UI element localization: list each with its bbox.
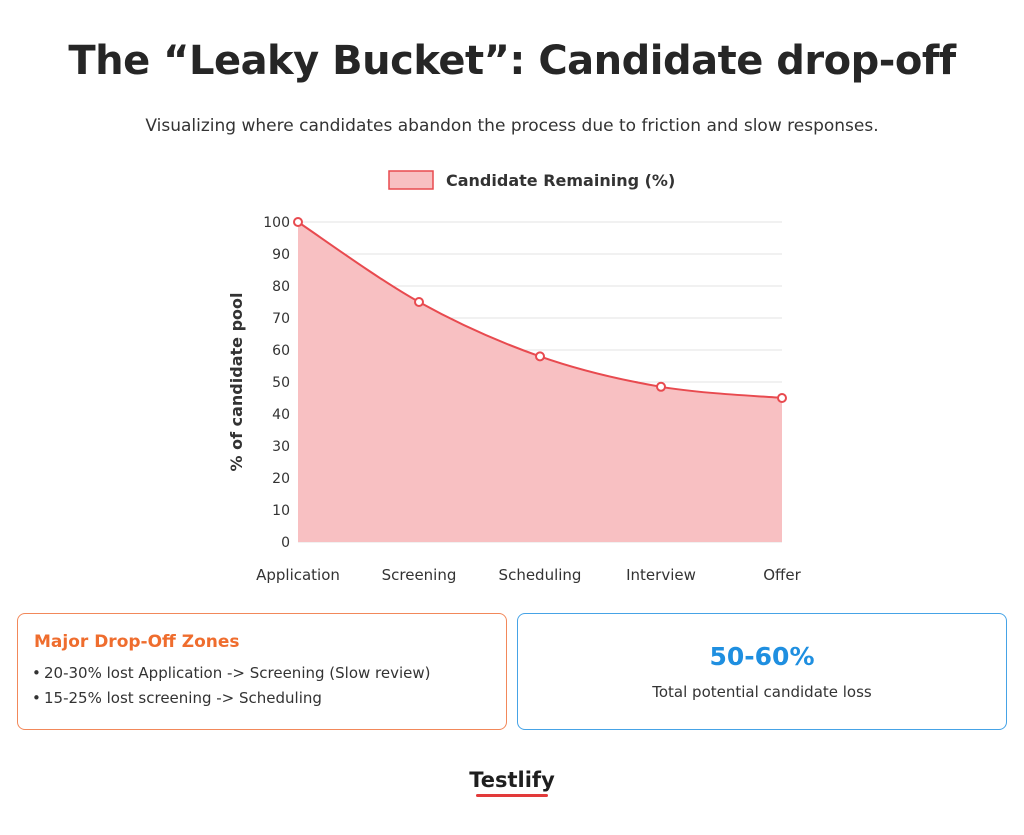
y-tick-label: 50 — [272, 375, 290, 391]
y-tick-label: 90 — [272, 247, 290, 263]
area-chart: Candidate Remaining (%) 0 10 20 30 40 50 60 70 8… — [227, 170, 802, 584]
y-tick-label: 70 — [272, 311, 290, 327]
y-tick-label: 100 — [263, 215, 290, 231]
data-point — [656, 381, 666, 392]
chart-legend: Candidate Remaining (%) — [388, 170, 675, 190]
y-axis-label: % of candidate pool — [227, 293, 246, 472]
y-tick-label: 20 — [272, 471, 290, 487]
x-tick-label: Application — [256, 566, 340, 584]
brand-underline — [476, 794, 548, 797]
y-tick-label: 0 — [281, 535, 290, 551]
data-point — [414, 297, 424, 307]
list-item: 15-25% lost screening -> Scheduling — [32, 686, 490, 711]
page-title: The “Leaky Bucket”: Candidate drop-off — [68, 38, 956, 84]
drop-off-zones-card: Major Drop-Off Zones 20-30% lost Applica… — [17, 613, 507, 730]
total-loss-card: 50-60% Total potential candidate loss — [517, 613, 1007, 730]
x-tick-label: Screening — [382, 566, 457, 584]
data-point — [777, 393, 787, 403]
y-tick-label: 30 — [272, 439, 290, 455]
x-tick-label: Scheduling — [499, 566, 582, 584]
total-loss-value: 50-60% — [709, 642, 815, 671]
legend-swatch — [388, 170, 434, 190]
drop-off-zones-list: 20-30% lost Application -> Screening (Sl… — [32, 661, 490, 711]
chart-series — [293, 217, 787, 542]
brand-logo: Testlify — [469, 768, 555, 792]
y-axis-ticks: 0 10 20 30 40 50 60 70 80 90 100 — [263, 215, 290, 551]
legend-label: Candidate Remaining (%) — [446, 171, 675, 190]
page-subtitle: Visualizing where candidates abandon the… — [145, 116, 879, 136]
y-tick-label: 80 — [272, 279, 290, 295]
total-loss-label: Total potential candidate loss — [652, 683, 872, 701]
x-axis-ticks: Application Screening Scheduling Interview O… — [256, 566, 802, 584]
x-tick-label: Offer — [763, 566, 801, 584]
y-tick-label: 10 — [272, 503, 290, 519]
data-point — [293, 217, 303, 227]
list-item: 20-30% lost Application -> Screening (Sl… — [32, 661, 490, 686]
y-tick-label: 60 — [272, 343, 290, 359]
drop-off-zones-title: Major Drop-Off Zones — [34, 632, 240, 652]
y-tick-label: 40 — [272, 407, 290, 423]
x-tick-label: Interview — [626, 566, 696, 584]
data-point — [535, 351, 545, 362]
